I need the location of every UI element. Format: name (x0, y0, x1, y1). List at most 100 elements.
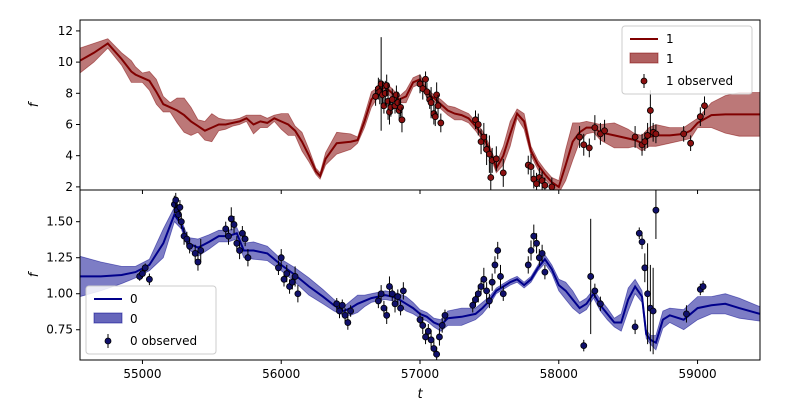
observed-point (641, 138, 649, 146)
observed-point (238, 229, 246, 237)
observed-point (145, 275, 153, 283)
observed-point (233, 239, 241, 247)
y-tick-label: 1.25 (46, 251, 73, 265)
legend-label: 1 (666, 32, 674, 46)
x-tick-label: 56000 (262, 367, 300, 381)
observed-point (383, 82, 391, 89)
observed-point (275, 264, 282, 272)
y-tick-label: 1.50 (46, 215, 73, 229)
y-tick-label: 10 (58, 55, 73, 69)
observed-point (527, 247, 535, 254)
plot-area (80, 37, 760, 190)
x-tick-label: 57000 (401, 367, 439, 381)
observed-point (499, 290, 507, 298)
observed-point (230, 221, 238, 228)
observed-point (699, 283, 707, 290)
legend-box (85, 285, 217, 355)
observed-point (580, 342, 588, 349)
observed-point (433, 350, 441, 358)
observed-point (469, 301, 477, 309)
observed-point (644, 290, 651, 298)
observed-point (277, 254, 285, 262)
observed-point (427, 99, 435, 107)
observed-point (524, 261, 532, 269)
observed-point (399, 287, 407, 295)
observed-point (383, 311, 391, 319)
observed-point (477, 283, 485, 290)
observed-point (538, 249, 546, 257)
observed-point (541, 181, 549, 189)
y-tick-label: 0.75 (46, 323, 73, 337)
observed-point (388, 290, 396, 298)
observed-point (649, 307, 657, 315)
observed-point (374, 297, 382, 305)
observed-point (683, 310, 690, 318)
observed-point (480, 275, 488, 283)
observed-point (225, 232, 232, 240)
observed-point (431, 113, 439, 121)
observed-point (391, 300, 399, 308)
observed-point (419, 322, 427, 329)
y-tick-label: 8 (65, 86, 73, 100)
legend-label: 0 (130, 312, 138, 326)
observed-point (377, 80, 385, 88)
observed-point (416, 316, 424, 324)
y-tick-label: 2 (65, 180, 73, 194)
observed-point (186, 242, 194, 250)
observed-point (541, 268, 549, 276)
legend-band-swatch (93, 312, 123, 324)
observed-point (336, 307, 343, 315)
observed-point (591, 124, 599, 132)
observed-point (139, 270, 146, 277)
observed-point (222, 225, 230, 233)
observed-point (638, 238, 646, 246)
observed-point (288, 278, 296, 286)
legend-box (621, 25, 753, 95)
observed-point (398, 116, 406, 124)
observed-point (533, 239, 540, 247)
observed-point (397, 304, 404, 312)
observed-point (424, 327, 432, 335)
bottom-panel: 0.75 1.00 1.25 1.50 55000 56000 57000 58000 5900… (27, 189, 761, 400)
legend: 1 1 1 observed (621, 25, 753, 95)
observed-point (393, 91, 400, 99)
legend: 0 0 0 observed (85, 285, 217, 355)
y-tick-label: 1.00 (46, 287, 73, 301)
observed-point (183, 235, 191, 243)
x-tick-label: 58000 (540, 367, 578, 381)
observed-point (696, 113, 704, 121)
observed-point (646, 107, 654, 114)
observed-point (430, 345, 438, 352)
observed-point (177, 218, 185, 226)
observed-point (492, 155, 500, 163)
y-axis-label: f (27, 270, 42, 277)
x-axis-label: t (417, 387, 423, 400)
observed-point (527, 163, 535, 171)
observed-point (548, 183, 556, 190)
observed-point (341, 311, 349, 319)
observed-point (601, 127, 608, 135)
observed-point (422, 75, 429, 83)
observed-point (585, 144, 593, 152)
observed-point (485, 150, 493, 158)
observed-point (641, 264, 649, 272)
observed-point (436, 333, 443, 341)
observed-point (441, 311, 449, 319)
legend-band-swatch (629, 52, 659, 64)
observed-point (437, 119, 445, 127)
observed-point (687, 139, 695, 147)
uncertainty-band (80, 38, 760, 190)
observed-point (644, 132, 651, 139)
observed-point (333, 300, 341, 308)
observed-point (423, 88, 431, 96)
x-tick-label: 55000 (123, 367, 161, 381)
observed-point (591, 287, 599, 295)
legend-label: 1 (666, 52, 674, 66)
observed-point (338, 301, 346, 309)
observed-point (652, 130, 660, 138)
y-tick-label: 6 (65, 117, 73, 131)
observed-point (191, 249, 199, 257)
x-tick-label: 59000 (678, 367, 716, 381)
observed-point (580, 141, 588, 149)
